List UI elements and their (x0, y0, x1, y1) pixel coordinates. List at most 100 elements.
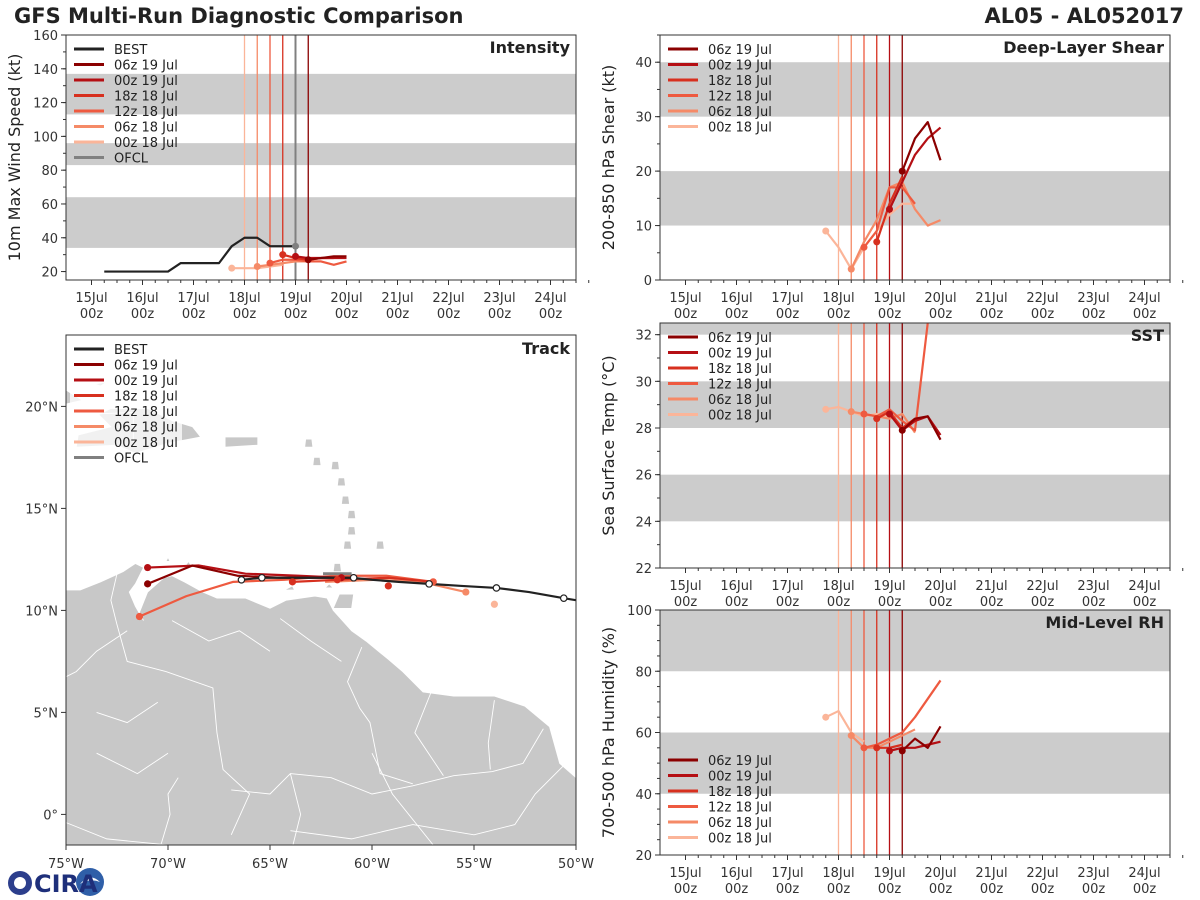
x-tick-hour: 00z (776, 882, 800, 897)
threshold-band (66, 143, 576, 166)
x-tick-label: 60°W (354, 857, 390, 872)
series-line (875, 176, 904, 243)
legend-label: 12z 18 Jul (114, 405, 178, 420)
y-tick-label: 10°N (25, 604, 58, 619)
x-tick-hour: 00z (878, 595, 902, 610)
x-tick-hour: 00z (827, 307, 851, 322)
x-tick-label: 21Jul (975, 579, 1007, 594)
x-tick-label: 18Jul (822, 291, 854, 306)
border-brazil-state (289, 773, 302, 845)
legend-label: 18z 18 Jul (708, 74, 772, 89)
legend-label: 06z 19 Jul (114, 59, 178, 74)
x-tick-label: 20Jul (924, 579, 956, 594)
map-frame (65, 334, 577, 846)
legend-label: 06z 19 Jul (708, 43, 772, 58)
track-point (333, 576, 341, 584)
x-tick-label: 16Jul (720, 579, 752, 594)
x-tick-hour: 00z (1031, 595, 1055, 610)
x-tick-label: 19Jul (873, 291, 905, 306)
best-track-point (258, 573, 266, 582)
legend-label: 00z 18 Jul (708, 832, 772, 847)
x-tick-label: 24Jul (1128, 291, 1160, 306)
storm-id-label: AL05 - AL052017 (984, 4, 1185, 28)
y-tick-label: 100 (627, 604, 652, 619)
series-start-point (822, 713, 830, 721)
x-tick-hour: 00z (776, 307, 800, 322)
x-tick-label: 22Jul (1026, 291, 1058, 306)
x-tick-label: 15Jul (669, 579, 701, 594)
y-axis-label: Sea Surface Temp (°C) (599, 355, 618, 535)
x-tick-label: 65°W (252, 857, 288, 872)
legend-label: BEST (114, 343, 147, 358)
x-tick-hour: 00z (488, 307, 512, 322)
x-tick-hour: 00z (1082, 882, 1106, 897)
threshold-band (66, 197, 576, 248)
best-track-point (492, 584, 501, 592)
series-start-point (898, 167, 906, 175)
track-line (139, 574, 434, 618)
series-start-point (886, 205, 893, 213)
border-colombia-state (96, 701, 159, 724)
x-tick-label: 20Jul (330, 291, 362, 306)
series-line (901, 725, 942, 752)
x-tick-label: 21Jul (975, 866, 1007, 881)
cira-logo: CIRA (8, 868, 104, 898)
series-line (825, 709, 865, 743)
panel-title: SST (1131, 326, 1164, 345)
series-start-point (847, 408, 855, 416)
x-tick-hour: 00z (674, 595, 698, 610)
x-tick-label: 70°W (150, 857, 186, 872)
threshold-band (660, 474, 1170, 522)
land-lesser-antilles-island (375, 540, 385, 550)
x-tick-hour: 00z (878, 882, 902, 897)
x-tick-label: 23Jul (1077, 291, 1109, 306)
threshold-band (660, 171, 1170, 226)
x-tick-label: 17Jul (177, 291, 209, 306)
border-venezuela-state (279, 618, 342, 662)
land-lesser-antilles-island (312, 456, 322, 466)
x-tick-hour: 00z (827, 882, 851, 897)
x-tick-hour: 00z (1133, 595, 1157, 610)
best-track-point (559, 594, 568, 602)
legend-label: 00z 19 Jul (708, 347, 772, 362)
land-puerto-rico (224, 436, 259, 448)
chart-intensity: 2040608010012014016015Jul00z16Jul00z17Ju… (5, 29, 590, 322)
x-tick-hour: 00z (233, 307, 257, 322)
x-tick-hour: 00z (878, 307, 902, 322)
border-suriname-guiana (487, 700, 495, 770)
land-lesser-antilles-island (347, 526, 357, 536)
x-tick-hour: 00z (1133, 882, 1157, 897)
legend-label: 18z 18 Jul (114, 90, 178, 105)
series-start-point (860, 410, 868, 418)
legend-label: BEST (114, 43, 147, 58)
y-tick-label: 5°N (34, 706, 59, 721)
x-tick-label: 15Jul (75, 291, 107, 306)
x-tick-label: 23Jul (483, 291, 515, 306)
x-tick-hour: 00z (182, 307, 206, 322)
plot-area-shear (660, 35, 1170, 280)
land-tobago (324, 583, 335, 589)
plot-area-rh (660, 610, 1170, 855)
y-tick-label: 80 (41, 164, 58, 179)
x-tick-hour: 00z (929, 307, 953, 322)
track-line (147, 564, 342, 579)
panel-title: Intensity (490, 38, 571, 57)
land-lesser-antilles-island (330, 461, 340, 471)
x-tick-hour: 00z (1082, 595, 1106, 610)
x-tick-hour: 00z (980, 307, 1004, 322)
legend-label: 00z 18 Jul (114, 136, 178, 151)
x-tick-label: 20Jul (924, 866, 956, 881)
legend-background (70, 339, 182, 465)
y-tick-label: 40 (635, 788, 652, 803)
legend-label: 06z 19 Jul (114, 359, 178, 374)
x-tick-hour: 00z (386, 307, 410, 322)
x-tick-hour: 00z (674, 307, 698, 322)
x-tick-label: 17Jul (771, 866, 803, 881)
threshold-band (660, 732, 1170, 794)
ofcl-point (292, 242, 299, 250)
x-tick-label: 16Jul (720, 866, 752, 881)
y-tick-label: 30 (635, 375, 652, 390)
